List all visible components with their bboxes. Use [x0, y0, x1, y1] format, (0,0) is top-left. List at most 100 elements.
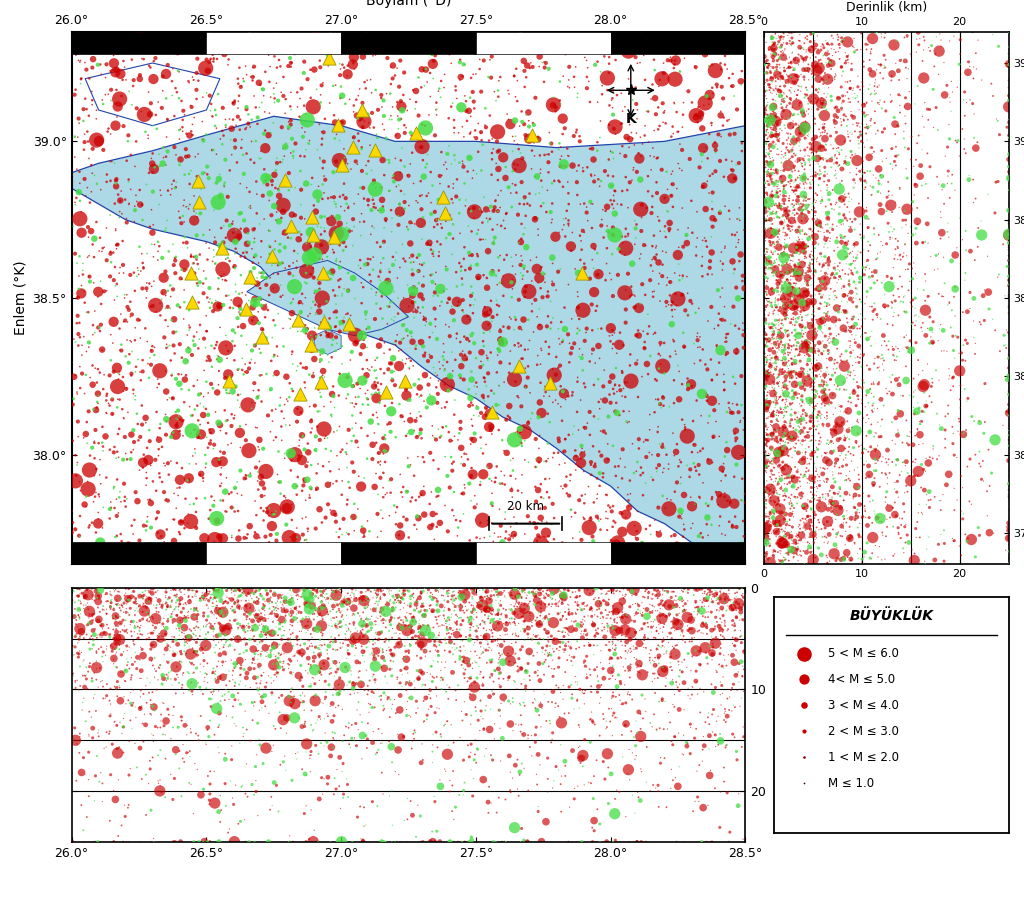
Point	[683, 490, 699, 504]
Point	[773, 151, 790, 166]
Point	[850, 312, 866, 327]
Point	[826, 71, 843, 86]
Point	[481, 204, 498, 218]
Point	[497, 477, 513, 491]
Point	[264, 604, 281, 618]
Point	[731, 254, 748, 269]
Point	[774, 112, 791, 127]
Point	[869, 510, 886, 525]
Point	[860, 212, 877, 226]
Point	[90, 290, 106, 304]
Point	[656, 103, 673, 118]
Point	[767, 223, 783, 237]
Point	[601, 656, 617, 671]
Point	[833, 34, 849, 49]
Point	[331, 538, 347, 552]
Point	[345, 56, 361, 71]
Point	[773, 198, 790, 213]
Point	[769, 430, 785, 444]
Point	[116, 53, 132, 68]
Point	[735, 684, 752, 699]
Point	[652, 614, 669, 629]
Point	[922, 389, 938, 404]
Point	[579, 598, 595, 613]
Point	[353, 626, 370, 641]
Point	[964, 409, 980, 424]
Point	[305, 691, 322, 705]
Point	[537, 654, 553, 669]
Point	[529, 628, 546, 643]
Point	[332, 324, 348, 338]
Point	[375, 645, 391, 660]
Point	[806, 370, 822, 385]
Point	[550, 595, 566, 610]
Point	[424, 592, 440, 606]
Point	[88, 661, 104, 675]
Point	[719, 738, 735, 752]
Point	[774, 425, 791, 440]
Point	[760, 163, 776, 177]
Point	[172, 585, 188, 599]
Point	[210, 281, 226, 296]
Point	[797, 338, 813, 352]
Point	[791, 265, 807, 280]
Point	[218, 471, 234, 485]
Point	[857, 109, 873, 123]
Point	[305, 271, 322, 285]
Point	[667, 71, 683, 86]
Point	[296, 472, 312, 487]
Point	[805, 474, 821, 489]
Point	[733, 602, 750, 616]
Point	[106, 602, 123, 616]
Point	[671, 257, 687, 272]
Point	[112, 715, 128, 729]
Point	[536, 54, 552, 69]
Point	[904, 315, 921, 329]
Point	[848, 434, 864, 449]
Point	[474, 138, 490, 152]
Point	[951, 414, 968, 429]
Point	[582, 354, 598, 368]
Point	[733, 691, 750, 705]
Point	[814, 125, 830, 139]
Point	[317, 674, 334, 689]
Point	[776, 408, 793, 423]
Point	[769, 284, 785, 299]
Point	[592, 816, 608, 831]
Point	[176, 634, 193, 648]
Point	[567, 60, 584, 74]
Point	[837, 359, 853, 374]
Point	[757, 101, 773, 116]
Point	[735, 411, 752, 425]
Point	[672, 670, 688, 684]
Point	[785, 284, 802, 299]
Point	[134, 589, 151, 604]
Point	[762, 320, 778, 335]
Point	[797, 456, 813, 471]
Point	[449, 615, 465, 630]
Point	[825, 331, 842, 346]
Point	[537, 647, 553, 662]
Point	[863, 417, 880, 432]
Point	[330, 118, 346, 132]
Point	[408, 595, 424, 609]
Point	[820, 305, 837, 319]
Point	[826, 70, 843, 84]
Point	[726, 426, 742, 441]
Point	[114, 598, 130, 613]
Point	[133, 672, 150, 686]
Point	[368, 586, 384, 600]
Point	[836, 162, 852, 176]
Point	[614, 610, 631, 624]
Point	[115, 600, 131, 614]
Point	[852, 292, 868, 307]
Point	[871, 176, 888, 191]
Point	[429, 234, 445, 249]
Point	[492, 275, 508, 290]
Point	[111, 596, 127, 611]
Point	[227, 242, 244, 256]
Point	[767, 225, 783, 240]
Point	[296, 149, 312, 164]
Point	[493, 332, 509, 347]
Point	[298, 236, 314, 251]
